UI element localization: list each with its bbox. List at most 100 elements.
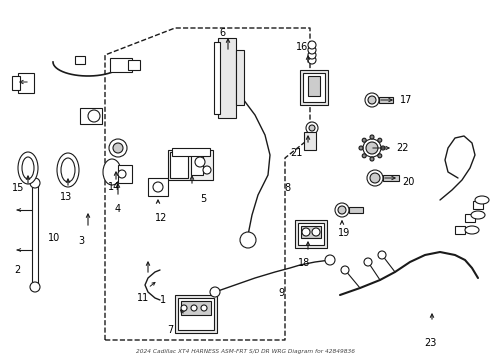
Circle shape: [368, 96, 376, 104]
Circle shape: [312, 228, 320, 236]
Circle shape: [203, 166, 211, 174]
Text: 5: 5: [200, 194, 206, 204]
Bar: [12, 76, 20, 90]
Bar: [175, 295, 217, 333]
Circle shape: [118, 170, 126, 178]
Text: 3: 3: [78, 236, 84, 246]
Ellipse shape: [18, 152, 38, 184]
Text: 2: 2: [14, 265, 20, 275]
Circle shape: [366, 142, 378, 154]
Text: 13: 13: [60, 192, 72, 202]
Bar: [32, 185, 38, 285]
Bar: [75, 56, 85, 64]
Bar: [304, 132, 316, 150]
Circle shape: [363, 139, 381, 157]
Text: 14: 14: [108, 182, 120, 192]
Text: 15: 15: [12, 183, 24, 193]
Circle shape: [30, 282, 40, 292]
Text: 18: 18: [298, 258, 310, 268]
Bar: [383, 175, 399, 181]
Text: 17: 17: [400, 95, 413, 105]
Bar: [172, 148, 210, 156]
Circle shape: [370, 157, 374, 161]
Ellipse shape: [61, 158, 75, 182]
Circle shape: [338, 206, 346, 214]
Circle shape: [335, 203, 349, 217]
Circle shape: [88, 110, 100, 122]
Bar: [303, 73, 325, 102]
Text: 21: 21: [290, 148, 302, 158]
Text: 11: 11: [137, 293, 149, 303]
Bar: [18, 73, 34, 93]
Bar: [128, 60, 140, 70]
Circle shape: [381, 146, 385, 150]
Text: 9: 9: [278, 288, 284, 298]
Text: 10: 10: [48, 233, 60, 243]
Circle shape: [362, 138, 366, 142]
Ellipse shape: [103, 159, 121, 185]
Bar: [181, 301, 211, 315]
Circle shape: [195, 157, 205, 167]
Bar: [178, 298, 214, 330]
Circle shape: [308, 41, 316, 49]
Bar: [118, 165, 132, 183]
Text: 19: 19: [338, 228, 350, 238]
Circle shape: [370, 173, 380, 183]
Circle shape: [109, 139, 127, 157]
Bar: [455, 226, 465, 234]
Bar: [148, 178, 168, 196]
Ellipse shape: [475, 196, 489, 204]
Circle shape: [308, 56, 316, 64]
Circle shape: [367, 170, 383, 186]
Bar: [218, 38, 236, 118]
Text: 4: 4: [115, 204, 121, 214]
Text: 22: 22: [396, 143, 409, 153]
Circle shape: [378, 154, 382, 158]
Circle shape: [308, 51, 316, 59]
Text: 8: 8: [284, 183, 290, 193]
Circle shape: [306, 122, 318, 134]
Bar: [236, 50, 244, 105]
Circle shape: [364, 258, 372, 266]
Text: 6: 6: [219, 28, 225, 38]
Circle shape: [362, 154, 366, 158]
Bar: [191, 155, 203, 175]
Text: 16: 16: [296, 42, 308, 52]
Bar: [298, 223, 324, 245]
Text: 20: 20: [402, 177, 415, 187]
Circle shape: [309, 125, 315, 131]
Bar: [300, 70, 328, 105]
Circle shape: [370, 135, 374, 139]
Circle shape: [210, 287, 220, 297]
Circle shape: [113, 143, 123, 153]
Bar: [80, 108, 102, 124]
Circle shape: [201, 305, 207, 311]
Circle shape: [341, 266, 349, 274]
Text: 23: 23: [424, 338, 437, 348]
Ellipse shape: [57, 153, 79, 187]
Bar: [301, 226, 321, 238]
Circle shape: [378, 138, 382, 142]
Bar: [349, 207, 363, 213]
Text: 7: 7: [167, 325, 173, 335]
Circle shape: [359, 146, 363, 150]
Bar: [473, 201, 483, 209]
Circle shape: [240, 232, 256, 248]
Text: 1: 1: [160, 295, 166, 305]
Circle shape: [30, 178, 40, 188]
Bar: [214, 42, 220, 114]
Circle shape: [302, 228, 310, 236]
Circle shape: [378, 251, 386, 259]
Text: 2024 Cadillac XT4 HARNESS ASM-FRT S/D DR WRG Diagram for 42849836: 2024 Cadillac XT4 HARNESS ASM-FRT S/D DR…: [136, 349, 354, 354]
Bar: [170, 152, 188, 178]
Text: 12: 12: [155, 213, 168, 223]
Ellipse shape: [465, 226, 479, 234]
Circle shape: [308, 46, 316, 54]
Bar: [379, 97, 393, 103]
Circle shape: [181, 305, 187, 311]
Bar: [110, 58, 132, 72]
Circle shape: [325, 255, 335, 265]
Circle shape: [191, 305, 197, 311]
Bar: [308, 76, 320, 96]
Bar: [168, 150, 213, 180]
